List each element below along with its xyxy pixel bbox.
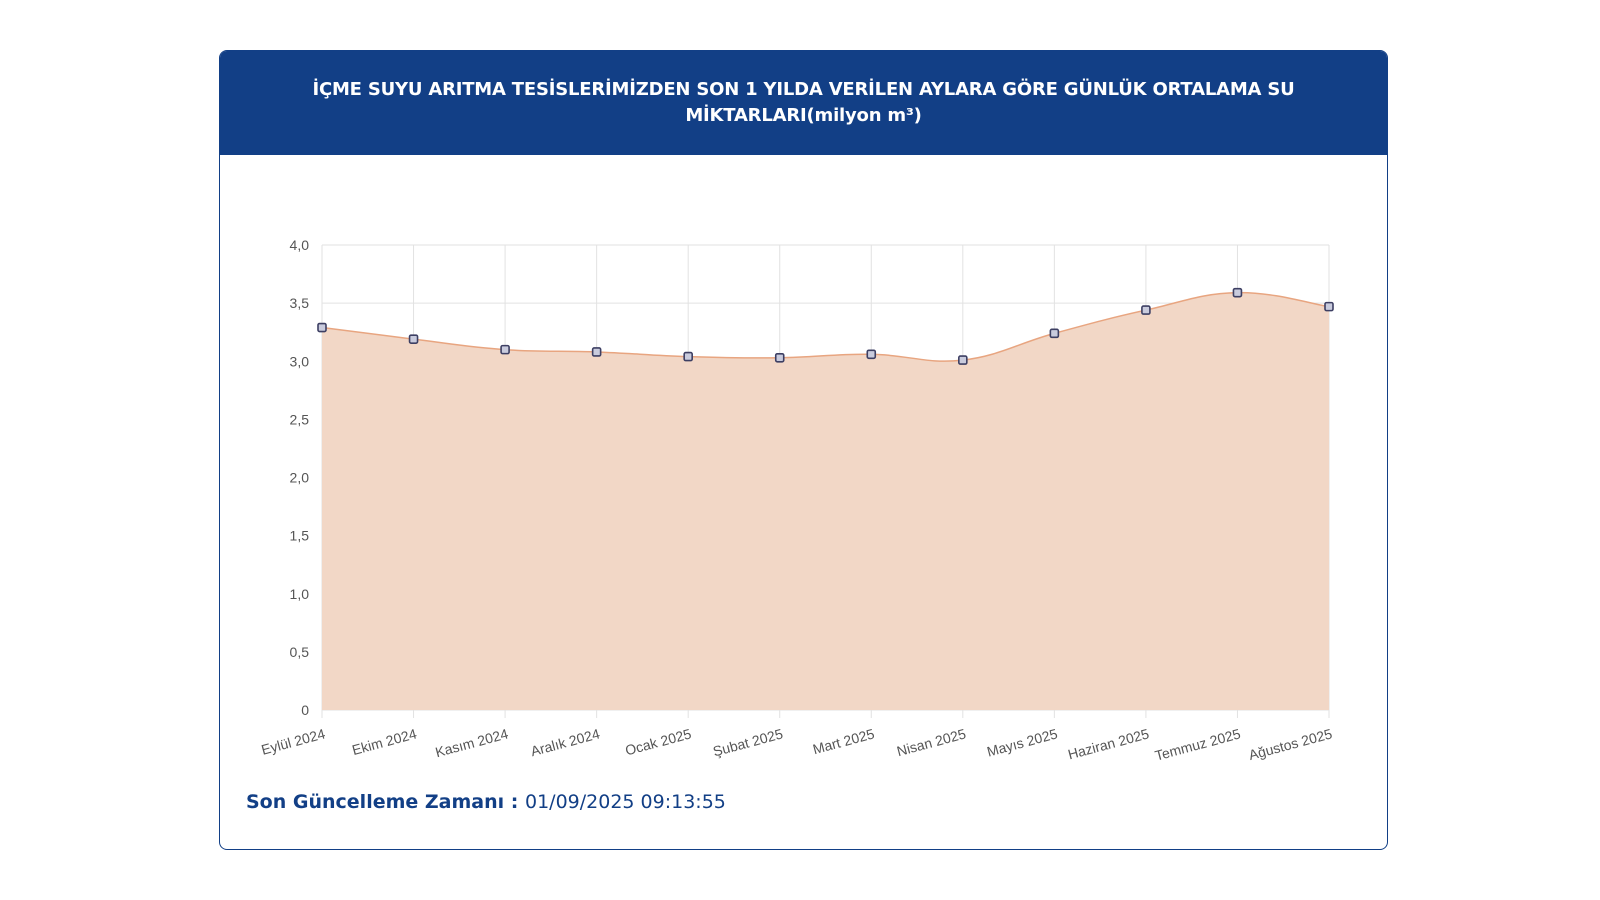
data-point	[500, 344, 510, 355]
y-tick-label: 3,5	[290, 295, 310, 311]
chart-area: 0 0,5 1,0 1,5 2,0 2,5 3,0 3,5 4,0 Eylül 2024 Ekim …	[220, 155, 1387, 775]
data-point	[408, 334, 419, 344]
x-tick-label: Şubat 2025	[711, 725, 785, 759]
x-tick-label: Haziran 2025	[1066, 725, 1151, 762]
data-point	[866, 349, 877, 360]
y-tick-label: 2,0	[290, 470, 310, 486]
last-update-separator: :	[504, 791, 525, 813]
card-header: İÇME SUYU ARITMA TESİSLERİMİZDEN SON 1 Y…	[220, 51, 1387, 155]
data-point	[683, 351, 693, 362]
y-tick-label: 3,0	[290, 353, 310, 369]
data-point	[317, 322, 327, 333]
data-point	[774, 352, 785, 363]
series-area-fill	[322, 292, 1329, 710]
series-line	[321, 291, 1330, 362]
x-tick-label: Ağustos 2025	[1247, 725, 1334, 763]
y-tick-label: 0,5	[290, 644, 310, 660]
area-chart: 0 0,5 1,0 1,5 2,0 2,5 3,0 3,5 4,0 Eylül 2024 Ekim …	[259, 237, 1334, 764]
x-tick-label: Aralık 2024	[529, 725, 602, 759]
y-tick-label: 0	[301, 702, 309, 718]
x-tick-label: Ocak 2025	[623, 725, 693, 758]
x-tick-label: Mayıs 2025	[985, 725, 1059, 759]
chart-card: İÇME SUYU ARITMA TESİSLERİMİZDEN SON 1 Y…	[219, 50, 1388, 850]
data-point	[1141, 305, 1151, 315]
data-point	[1049, 328, 1060, 339]
last-update-value: 01/09/2025 09:13:55	[524, 791, 726, 813]
x-tick-label: Temmuz 2025	[1153, 725, 1242, 763]
y-tick-label: 2,5	[290, 411, 310, 427]
chart-title: İÇME SUYU ARITMA TESİSLERİMİZDEN SON 1 Y…	[312, 79, 1295, 126]
data-point	[1232, 287, 1243, 298]
x-tick-label: Ekim 2024	[350, 725, 418, 758]
series-points	[317, 287, 1334, 365]
data-point	[1324, 301, 1334, 312]
y-tick-label: 1,0	[290, 586, 310, 602]
series-area	[321, 291, 1330, 710]
last-update: Son Güncelleme Zamanı : 01/09/2025 09:13…	[246, 791, 726, 813]
y-tick-label: 4,0	[290, 237, 310, 253]
x-tick-label: Mart 2025	[811, 725, 876, 757]
x-tick-label: Nisan 2025	[895, 725, 968, 759]
x-tick-label: Kasım 2024	[434, 725, 511, 760]
y-tick-label: 1,5	[290, 528, 310, 544]
data-point	[958, 355, 968, 365]
last-update-label: Son Güncelleme Zamanı	[246, 791, 505, 813]
x-tick-label: Eylül 2024	[259, 725, 326, 757]
data-point	[591, 347, 602, 357]
